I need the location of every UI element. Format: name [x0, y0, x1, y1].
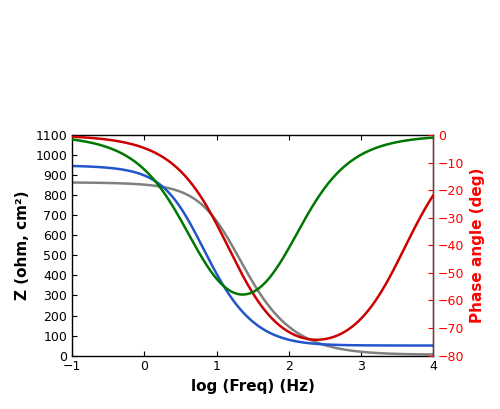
0.2 Phase(deg) [420, 210, 426, 215]
Y-axis label: Phase angle (deg): Phase angle (deg) [470, 168, 485, 323]
0.2 Impedence(ohm, cm²) [70, 180, 75, 185]
Legend: 0.2 Impedence(ohm, cm²), 0.5 Impedence(ohm, cm²), 0.2 Phase(deg), 0.5 Phase(deg): 0.2 Impedence(ohm, cm²), 0.5 Impedence(o… [266, 0, 438, 2]
Line: 0.5 Phase(deg): 0.5 Phase(deg) [72, 137, 433, 294]
0.5 Phase(deg) [420, 136, 426, 141]
0.2 Phase(deg) [420, 211, 426, 216]
0.5 Phase(deg) [354, 155, 360, 160]
Line: 0.2 Phase(deg): 0.2 Phase(deg) [72, 137, 433, 340]
0.5 Phase(deg) [240, 292, 246, 297]
0.2 Phase(deg) [430, 193, 436, 198]
0.5 Phase(deg) [420, 136, 426, 141]
Line: 0.2 Impedence(ohm, cm²): 0.2 Impedence(ohm, cm²) [72, 182, 433, 355]
0.5 Impedence(ohm, cm²) [420, 343, 426, 348]
0.2 Phase(deg) [314, 337, 320, 342]
0.2 Phase(deg) [88, 135, 94, 140]
0.5 Impedence(ohm, cm²) [70, 164, 75, 169]
0.2 Phase(deg) [70, 134, 75, 139]
0.5 Phase(deg) [88, 140, 94, 145]
0.5 Impedence(ohm, cm²) [354, 343, 360, 348]
0.2 Impedence(ohm, cm²) [88, 180, 94, 185]
0.5 Phase(deg) [245, 292, 251, 297]
0.5 Impedence(ohm, cm²) [235, 304, 241, 309]
X-axis label: log (Freq) (Hz): log (Freq) (Hz) [190, 379, 314, 394]
0.2 Impedence(ohm, cm²) [244, 271, 250, 276]
0.2 Impedence(ohm, cm²) [235, 254, 241, 259]
0.2 Impedence(ohm, cm²) [430, 352, 436, 357]
0.2 Phase(deg) [244, 282, 250, 287]
0.5 Impedence(ohm, cm²) [430, 343, 436, 348]
0.5 Impedence(ohm, cm²) [420, 343, 426, 348]
0.2 Impedence(ohm, cm²) [354, 349, 360, 354]
0.5 Phase(deg) [235, 292, 241, 297]
Y-axis label: Z (ohm, cm²): Z (ohm, cm²) [15, 191, 30, 300]
0.5 Phase(deg) [70, 137, 75, 142]
0.2 Impedence(ohm, cm²) [420, 352, 426, 357]
0.2 Phase(deg) [354, 321, 360, 326]
0.2 Phase(deg) [235, 265, 241, 270]
Line: 0.5 Impedence(ohm, cm²): 0.5 Impedence(ohm, cm²) [72, 166, 433, 346]
0.5 Impedence(ohm, cm²) [88, 164, 94, 169]
0.5 Impedence(ohm, cm²) [244, 315, 250, 319]
0.2 Impedence(ohm, cm²) [420, 352, 426, 357]
0.5 Phase(deg) [430, 135, 436, 140]
